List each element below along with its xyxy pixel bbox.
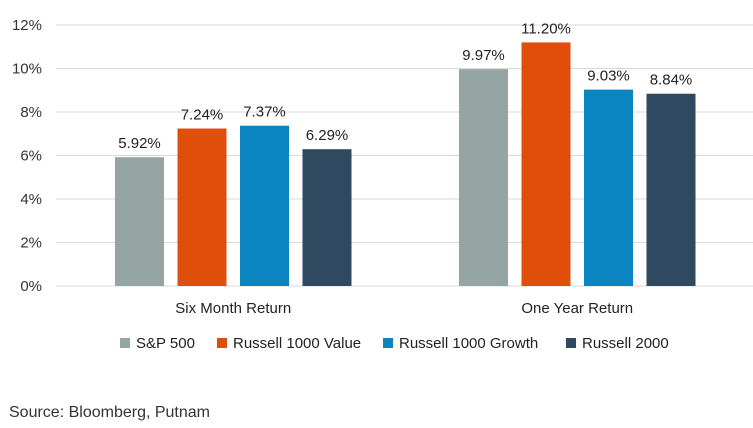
- data-label: 7.24%: [181, 107, 224, 124]
- legend-label: Russell 1000 Growth: [399, 335, 538, 352]
- bar: [459, 69, 508, 286]
- y-tick-label: 8%: [20, 104, 42, 121]
- bar: [115, 157, 164, 286]
- bars: [115, 42, 696, 287]
- bar: [302, 149, 352, 286]
- data-labels: 5.92% 9.97% 7.24% 11.20% 7.37% 9.03% 6.29% 8.84…: [118, 20, 692, 152]
- data-label: 8.84%: [650, 72, 693, 89]
- bar: [521, 42, 571, 287]
- x-axis-category-labels: Six Month Return One Year Return: [175, 300, 633, 317]
- data-label: 9.03%: [587, 68, 630, 85]
- y-tick-label: 2%: [20, 235, 42, 252]
- bar: [240, 125, 289, 286]
- y-tick-label: 10%: [12, 61, 42, 78]
- data-label: 7.37%: [243, 104, 286, 121]
- legend-swatch: [120, 338, 130, 348]
- y-tick-label: 4%: [20, 191, 42, 208]
- bar: [646, 93, 696, 286]
- legend-label: S&P 500: [136, 335, 195, 352]
- legend-swatch: [383, 338, 393, 348]
- bar: [177, 128, 227, 286]
- data-label: 5.92%: [118, 135, 161, 152]
- y-axis-tick-labels: 0% 2% 4% 6% 8% 10% 12%: [12, 17, 42, 295]
- y-tick-label: 12%: [12, 17, 42, 34]
- legend-swatch: [217, 338, 227, 348]
- x-category-label: One Year Return: [521, 300, 633, 317]
- legend-label: Russell 1000 Value: [233, 335, 361, 352]
- gridlines: [56, 24, 753, 287]
- bar: [584, 89, 633, 286]
- legend-label: Russell 2000: [582, 335, 669, 352]
- y-tick-label: 6%: [20, 148, 42, 165]
- x-category-label: Six Month Return: [175, 300, 291, 317]
- source-note: Source: Bloomberg, Putnam: [9, 404, 210, 421]
- data-label: 6.29%: [306, 127, 349, 144]
- legend-swatch: [566, 338, 576, 348]
- data-label: 11.20%: [521, 20, 571, 37]
- data-label: 9.97%: [462, 47, 505, 64]
- legend: S&P 500 Russell 1000 Value Russell 1000 Gr…: [120, 335, 669, 352]
- y-tick-label: 0%: [20, 278, 42, 295]
